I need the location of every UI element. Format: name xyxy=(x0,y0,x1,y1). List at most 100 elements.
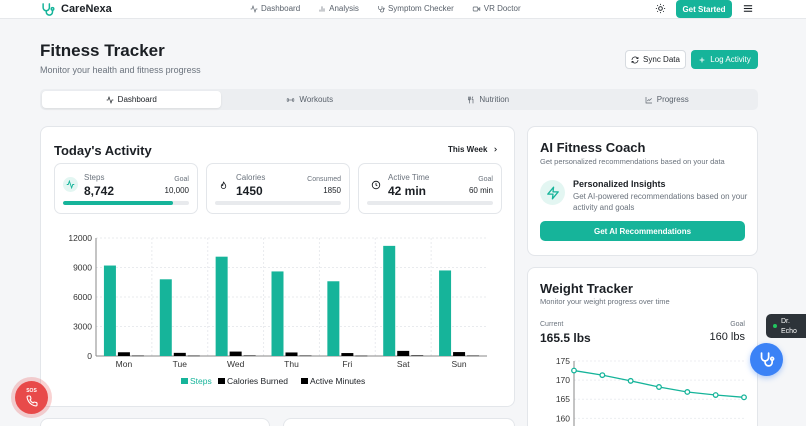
bar-active-minutes xyxy=(187,355,200,357)
bar-active-minutes xyxy=(411,355,424,356)
insight-title: Personalized Insights xyxy=(573,179,666,189)
nav-links: Dashboard Analysis Symptom Checker VR Do… xyxy=(250,4,539,13)
clock-icon xyxy=(371,180,381,190)
stethoscope-logo-icon xyxy=(42,2,55,16)
bar-active-minutes xyxy=(131,355,144,357)
bar-calories-burned xyxy=(173,352,186,356)
x-tick-label: Mon xyxy=(116,359,133,369)
hamburger-menu-icon[interactable] xyxy=(742,3,754,14)
brand-logo[interactable]: CareNexa xyxy=(40,1,112,17)
tab-nutrition[interactable]: Nutrition xyxy=(399,91,578,108)
steps-metric-card: Steps 8,742 Goal 10,000 xyxy=(54,163,198,214)
todays-activity-card: Today's Activity This Week Steps 8,742 G… xyxy=(40,126,515,407)
bar-steps xyxy=(383,245,396,356)
activity-icon xyxy=(66,180,75,189)
y-tick-label: 0 xyxy=(87,351,92,361)
weight-point xyxy=(571,367,577,374)
y-tick-label: 3000 xyxy=(73,322,92,332)
x-tick-label: Wed xyxy=(227,359,245,369)
steps-icon-wrap xyxy=(63,177,78,192)
refresh-icon xyxy=(631,56,639,63)
metric-right-label: Goal xyxy=(174,176,189,183)
sync-data-label: Sync Data xyxy=(643,55,680,64)
coach-subtitle: Get personalized recommendations based o… xyxy=(540,157,725,166)
metric-progress-track xyxy=(215,201,341,205)
section-tabs: Dashboard Workouts Nutrition Progress xyxy=(40,89,758,110)
legend-label: Active Minutes xyxy=(310,376,365,386)
tab-dashboard[interactable]: Dashboard xyxy=(42,91,221,108)
doctor-echo-badge[interactable]: Dr. Echo xyxy=(766,314,806,338)
log-activity-button[interactable]: Log Activity xyxy=(691,50,758,69)
activity-card-title: Today's Activity xyxy=(54,143,152,158)
bar-calories-burned xyxy=(341,353,354,356)
bar-calories-burned xyxy=(229,351,242,356)
metric-value: 8,742 xyxy=(84,184,115,198)
tab-workouts[interactable]: Workouts xyxy=(221,91,400,108)
bar-steps xyxy=(271,271,284,356)
theme-toggle-sun-icon[interactable] xyxy=(655,3,666,14)
metric-right-value: 10,000 xyxy=(164,186,189,195)
insight-text-line-1: Get AI-powered recommendations based on … xyxy=(573,192,748,201)
nav-link-symptom-checker[interactable]: Symptom Checker xyxy=(377,4,454,13)
sync-data-button[interactable]: Sync Data xyxy=(625,50,686,69)
y-tick-label: 160 xyxy=(556,413,570,423)
x-tick-label: Tue xyxy=(173,359,188,369)
legend-swatch xyxy=(301,378,308,384)
weight-point xyxy=(599,372,606,379)
stethoscope-icon xyxy=(378,5,385,12)
metric-right-label: Consumed xyxy=(307,176,341,183)
metric-label: Active Time xyxy=(388,173,430,182)
brand-name: CareNexa xyxy=(61,3,112,15)
insight-text-line-2: activity and goals xyxy=(573,203,635,212)
nav-link-label: Symptom Checker xyxy=(387,4,454,13)
metric-progress-track xyxy=(367,201,493,205)
doctor-chat-fab[interactable] xyxy=(750,343,783,376)
tab-label: Dashboard xyxy=(117,95,157,104)
weight-point xyxy=(712,392,719,398)
phone-icon xyxy=(26,395,38,407)
goal-weight-value: 160 lbs xyxy=(709,331,745,343)
metric-value: 42 min xyxy=(388,184,427,198)
x-tick-label: Sat xyxy=(397,359,410,369)
metric-label: Steps xyxy=(84,173,105,182)
weight-point xyxy=(656,384,662,390)
weight-point xyxy=(627,377,634,384)
legend-swatch xyxy=(181,378,188,384)
online-status-dot xyxy=(773,324,777,328)
x-tick-label: Thu xyxy=(284,359,299,369)
legend-swatch xyxy=(218,378,225,384)
metric-right-value: 60 min xyxy=(468,186,493,195)
top-navbar: CareNexa Dashboard Analysis Symptom Chec… xyxy=(0,0,806,19)
bar-active-minutes xyxy=(243,355,256,356)
y-tick-label: 6000 xyxy=(73,292,92,302)
legend-label: Steps xyxy=(190,376,212,386)
activity-icon xyxy=(106,95,114,104)
nav-link-vr-doctor[interactable]: VR Doctor xyxy=(472,4,521,13)
tab-progress[interactable]: Progress xyxy=(578,91,757,108)
utensils-icon xyxy=(468,95,474,103)
plus-icon xyxy=(699,57,705,62)
nav-link-label: Analysis xyxy=(329,4,359,13)
stethoscope-icon xyxy=(760,352,775,367)
metric-right-label: Goal xyxy=(478,176,493,183)
weight-point xyxy=(741,394,747,401)
nav-link-analysis[interactable]: Analysis xyxy=(318,4,359,13)
y-tick-label: 9000 xyxy=(73,263,92,273)
line-chart-icon xyxy=(645,96,652,103)
current-weight-value: 165.5 lbs xyxy=(540,331,591,345)
bar-steps xyxy=(439,270,452,356)
bar-active-minutes xyxy=(299,355,312,357)
period-selector[interactable]: This Week xyxy=(448,145,499,154)
y-tick-label: 12000 xyxy=(68,233,92,243)
metric-progress-track xyxy=(63,201,189,205)
bar-active-minutes xyxy=(355,355,368,357)
nav-link-dashboard[interactable]: Dashboard xyxy=(250,4,300,13)
get-ai-recommendations-button[interactable]: Get AI Recommendations xyxy=(540,221,745,241)
sos-emergency-button[interactable]: SOS xyxy=(15,381,48,414)
get-started-button[interactable]: Get Started xyxy=(676,0,732,18)
bar-chart-icon xyxy=(319,5,325,12)
weight-subtitle: Monitor your weight progress over time xyxy=(540,297,670,306)
legend-label: Calories Burned xyxy=(227,376,288,386)
metric-value: 1450 xyxy=(236,184,263,198)
doctor-badge-line-2: Echo xyxy=(781,328,797,335)
